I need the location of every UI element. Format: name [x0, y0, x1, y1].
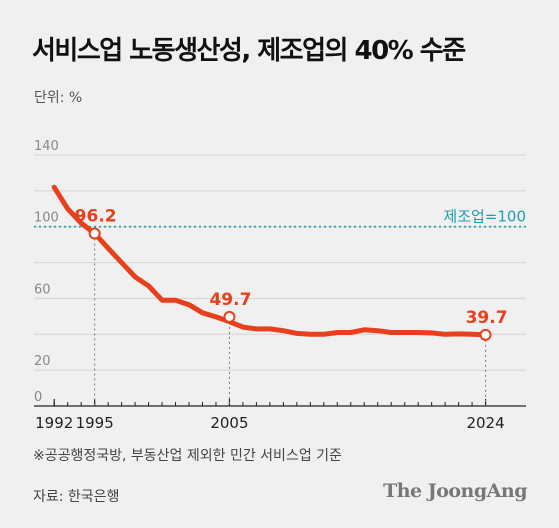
data-label: 39.7	[466, 308, 508, 328]
source-label: 자료: 한국은행	[33, 489, 120, 505]
x-tick-label: 1992	[35, 414, 73, 432]
x-tick-label: 2005	[210, 414, 248, 432]
footnote: ※공공행정국방, 부동산업 제외한 민간 서비스업 기준	[33, 448, 342, 464]
line-chart: 0 20 60 100 140 제조업=100 1992 1995 2005 2024 96.2 49…	[34, 139, 526, 432]
reference-label: 제조업=100	[443, 208, 526, 226]
data-point-marker	[88, 227, 101, 240]
y-tick-label: 20	[34, 354, 51, 369]
data-point-marker	[223, 310, 236, 323]
series-line	[51, 184, 489, 338]
y-tick-label: 0	[34, 390, 42, 405]
data-point-marker	[479, 328, 492, 341]
chart-title: 서비스업 노동생산성, 제조업의 40% 수준	[32, 36, 466, 66]
y-tick-label: 60	[34, 282, 51, 297]
unit-label: 단위: %	[34, 90, 83, 106]
x-tick-label: 1995	[76, 414, 114, 432]
y-tick-label: 100	[34, 211, 59, 226]
data-label: 49.7	[209, 290, 251, 310]
data-label: 96.2	[75, 207, 117, 227]
brand-logo: The JoongAng	[383, 480, 527, 502]
y-tick-label: 140	[34, 139, 59, 154]
x-tick-label: 2024	[466, 414, 504, 432]
